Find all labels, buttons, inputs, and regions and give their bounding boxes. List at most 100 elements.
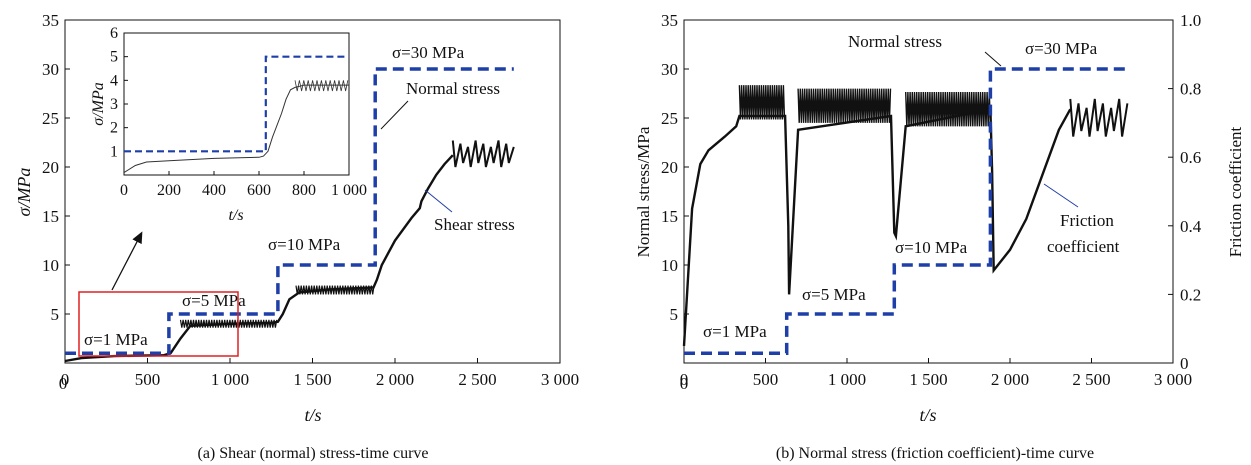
inset-xtick-label: 400 [202, 182, 226, 199]
a-xtick-label: 1 000 [211, 370, 249, 389]
b-ytick-label: 10 [661, 256, 678, 275]
annotation-b-sigma-10: σ=10 MPa [895, 238, 968, 257]
inset: 0 200 400 600 800 1 000 1 2 3 4 5 6 σ/MPa t/s [90, 25, 367, 224]
inset-xtick-label: 800 [292, 182, 316, 199]
a-ytick-label: 25 [42, 109, 59, 128]
inset-shear-stress-line [123, 84, 349, 174]
a-xtick-label: 500 [135, 370, 161, 389]
b-ytick-label: 5 [670, 305, 679, 324]
annotation-b-sigma-1: σ=1 MPa [703, 322, 767, 341]
b-ytick-right-label: 0.6 [1180, 148, 1201, 167]
b-ytick-label: 25 [661, 109, 678, 128]
inset-ytick-label: 1 [110, 143, 118, 160]
b-xtick-label: 0 [680, 370, 689, 389]
a-xtick-label: 1 500 [293, 370, 331, 389]
annotation-b-normal-stress: Normal stress [848, 32, 942, 51]
a-xtick-label: 0 [61, 370, 70, 389]
a-ytick-label: 30 [42, 60, 59, 79]
annotation-b-sigma-5: σ=5 MPa [802, 285, 866, 304]
b-xtick-label: 3 000 [1154, 370, 1192, 389]
a-xtick-label: 2 000 [376, 370, 414, 389]
zoom-box [78, 291, 239, 357]
b-ytick-right-label: 0.4 [1180, 217, 1202, 236]
b-xtick-label: 2 000 [991, 370, 1029, 389]
a-ytick-label: 10 [42, 256, 59, 275]
inset-normal-stress-line [124, 55, 349, 153]
annotation-a-normal-stress: Normal stress [406, 79, 500, 98]
panel-b-lines [682, 67, 1129, 355]
panel-a-xlabel: t/s [304, 405, 321, 425]
b-ytick-label: 15 [661, 207, 678, 226]
leader-b-friction [1043, 183, 1079, 208]
inset-ticks: 0 200 400 600 800 1 000 1 2 3 4 5 6 [110, 25, 367, 199]
a-xtick-label: 3 000 [541, 370, 579, 389]
b-ytick-right-label: 1.0 [1180, 11, 1201, 30]
annotation-a-sigma-5: σ=5 MPa [182, 291, 246, 310]
b-friction-band [797, 88, 892, 123]
panel-b-caption: (b) Normal stress (friction coefficient)… [776, 445, 1094, 462]
b-origin-label: 0 [680, 374, 689, 393]
a-normal-stress-line [65, 67, 514, 355]
panel-b-ylabel: Normal stress/MPa [634, 126, 653, 257]
a-ytick-label: 5 [51, 305, 60, 324]
b-xtick-label: 1 500 [909, 370, 947, 389]
b-xtick-label: 2 500 [1072, 370, 1110, 389]
a-ytick-label: 35 [42, 11, 59, 30]
inset-xlabel: t/s [228, 207, 243, 224]
a-origin-label: 0 [59, 374, 68, 393]
a-shear-oscillation [451, 140, 515, 168]
b-ytick-right-label: 0.2 [1180, 285, 1201, 304]
b-xtick-label: 1 000 [828, 370, 866, 389]
inset-xtick-label: 1 000 [331, 182, 367, 199]
inset-xtick-label: 0 [120, 182, 128, 199]
a-shear-band [295, 285, 375, 295]
b-xtick-label: 500 [753, 370, 779, 389]
inset-ytick-label: 6 [110, 25, 118, 42]
panel-b-xlabel: t/s [919, 405, 936, 425]
zoom-arrow [111, 231, 143, 291]
inset-shear-oscillation [294, 80, 349, 92]
inset-ytick-label: 4 [110, 72, 118, 89]
inset-xtick-label: 200 [157, 182, 181, 199]
annotation-b-sigma-30: σ=30 MPa [1025, 39, 1098, 58]
inset-ytick-label: 3 [110, 96, 118, 113]
a-xtick-label: 2 500 [458, 370, 496, 389]
b-ytick-right-label: 0 [1180, 354, 1189, 373]
panel-a-lines [64, 67, 515, 363]
panel-b: 0 500 1 000 1 500 2 000 2 500 3 000 5 10 15 20 25 30… [634, 11, 1245, 462]
b-ytick-right-label: 0.8 [1180, 80, 1201, 99]
annotation-b-friction: Friction [1060, 211, 1114, 230]
inset-frame [123, 32, 350, 176]
annotation-a-shear-stress: Shear stress [434, 215, 515, 234]
b-friction-band [905, 91, 992, 127]
inset-ytick-label: 2 [110, 120, 118, 137]
b-friction-coefficient-line [682, 107, 1072, 346]
panel-b-plot-frame [683, 19, 1174, 364]
a-ytick-label: 20 [42, 158, 59, 177]
b-friction-oscillation [1069, 98, 1129, 137]
panel-a: 0 500 1 000 1 500 2 000 2 500 3 00051015202530… [14, 11, 579, 462]
panel-a-ylabel: σ/MPa [14, 168, 34, 217]
annotation-a-sigma-30: σ=30 MPa [392, 43, 465, 62]
panel-b-ticks: 0 500 1 000 1 500 2 000 2 500 3 000 5 10 15 20 25 30… [661, 11, 1202, 393]
inset-xtick-label: 600 [247, 182, 271, 199]
b-ytick-label: 30 [661, 60, 678, 79]
leader-a-shear-stress [424, 189, 453, 213]
panel-a-caption: (a) Shear (normal) stress-time curve [197, 445, 428, 462]
b-friction-band [738, 85, 786, 120]
inset-lines [123, 55, 349, 174]
b-ytick-label: 20 [661, 158, 678, 177]
panel-a-ticks: 0 500 1 000 1 500 2 000 2 500 3 00051015202530… [42, 11, 579, 393]
leader-a-normal-stress [380, 100, 409, 130]
inset-ylabel: σ/MPa [90, 82, 107, 125]
inset-ytick-label: 5 [110, 49, 118, 66]
leader-b-normal-stress [984, 51, 1002, 67]
b-normal-stress-line [684, 67, 1128, 355]
annotation-b-coefficient: coefficient [1047, 237, 1120, 256]
panel-b-ylabel-right: Friction coefficient [1226, 127, 1245, 258]
b-ytick-label: 35 [661, 11, 678, 30]
annotation-a-sigma-1: σ=1 MPa [84, 330, 148, 349]
annotation-a-sigma-10: σ=10 MPa [268, 235, 341, 254]
a-ytick-label: 15 [42, 207, 59, 226]
